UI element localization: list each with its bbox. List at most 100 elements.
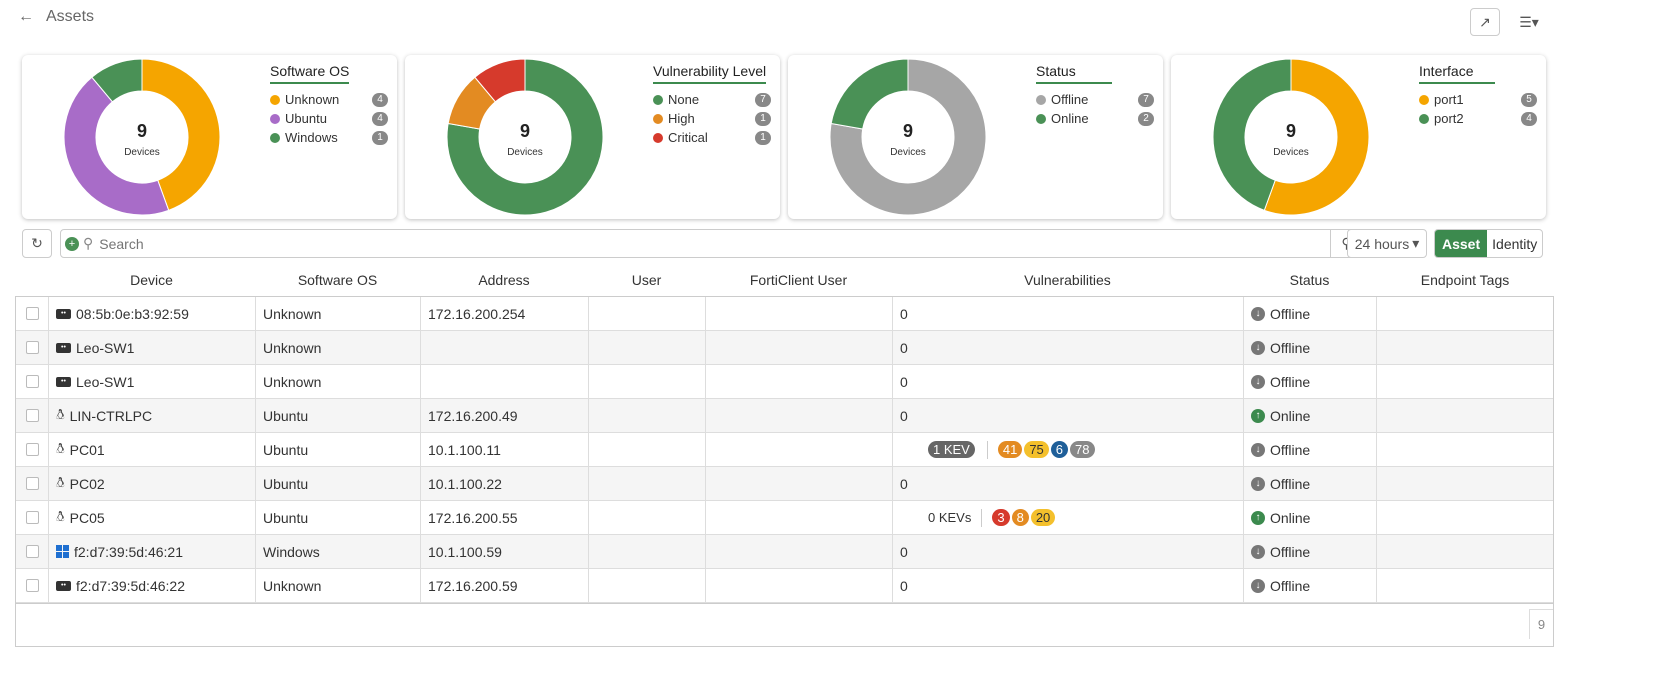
row-checkbox[interactable] bbox=[25, 511, 39, 524]
device-name[interactable]: PC05 bbox=[69, 509, 105, 526]
legend-item[interactable]: Critical 1 bbox=[653, 128, 771, 147]
open-external-button[interactable]: ↗ bbox=[1470, 8, 1500, 36]
column-header[interactable]: FortiClient User bbox=[749, 272, 848, 288]
column-header[interactable]: Status bbox=[1289, 272, 1330, 288]
column-header[interactable]: Endpoint Tags bbox=[1420, 272, 1510, 288]
card-title: Software OS bbox=[270, 63, 350, 84]
linux-icon: 🐧︎ bbox=[56, 508, 65, 524]
search-submit-button[interactable]: ⚲ bbox=[1330, 230, 1362, 257]
column-header[interactable]: Device bbox=[130, 272, 173, 288]
view-identity-tab[interactable]: Identity bbox=[1492, 236, 1538, 252]
legend-dot-icon bbox=[1036, 94, 1046, 105]
vulnerability-count-badge[interactable]: 20 bbox=[1030, 509, 1056, 526]
vulnerability-count-badge[interactable]: 41 bbox=[997, 441, 1023, 458]
donut-slice-port1[interactable] bbox=[1263, 59, 1369, 215]
legend-item[interactable]: port2 4 bbox=[1419, 109, 1537, 128]
legend-count: 7 bbox=[1138, 92, 1154, 107]
kev-badge[interactable]: 1 KEV bbox=[928, 441, 975, 458]
view-asset-tab[interactable]: Asset bbox=[1435, 230, 1488, 257]
total-count: 9 bbox=[136, 121, 147, 141]
legend: Software OS Unknown 4 Ubuntu 4 Windows 1 bbox=[270, 63, 388, 147]
refresh-button[interactable]: ↻ bbox=[22, 229, 52, 258]
donut-slice-none[interactable] bbox=[447, 59, 603, 215]
table-row[interactable]: •• f2:d7:39:5d:46:22 Unknown 172.16.200.5… bbox=[16, 569, 1553, 603]
table-row[interactable]: •• Leo-SW1 Unknown 0 ↓ Offline bbox=[16, 365, 1553, 399]
back-arrow-icon[interactable]: ← bbox=[18, 8, 34, 25]
switch-icon: •• bbox=[56, 342, 71, 353]
device-name[interactable]: 08:5b:0e:b3:92:59 bbox=[76, 305, 189, 322]
legend-item[interactable]: Unknown 4 bbox=[270, 90, 388, 109]
row-checkbox[interactable] bbox=[25, 307, 39, 320]
device-name[interactable]: Leo-SW1 bbox=[76, 373, 135, 390]
legend-item[interactable]: port1 5 bbox=[1419, 90, 1537, 109]
donut-slice-offline[interactable] bbox=[830, 59, 986, 215]
column-header[interactable]: Vulnerabilities bbox=[1024, 272, 1111, 288]
donut-center: 9 Devices bbox=[1251, 121, 1331, 158]
legend-item[interactable]: Offline 7 bbox=[1036, 90, 1154, 109]
legend: Vulnerability Level None 7 High 1 Critical 1 bbox=[653, 63, 771, 147]
device-name[interactable]: f2:d7:39:5d:46:22 bbox=[76, 577, 185, 594]
legend-item[interactable]: Ubuntu 4 bbox=[270, 109, 388, 128]
legend-label: Unknown bbox=[285, 92, 340, 107]
card-title: Vulnerability Level bbox=[653, 63, 767, 84]
table-row[interactable]: 🐧︎ PC05 Ubuntu 172.16.200.55 0 KEVs 3 8 20 ↑… bbox=[16, 501, 1553, 535]
device-name[interactable]: f2:d7:39:5d:46:21 bbox=[74, 543, 183, 560]
device-name[interactable]: Leo-SW1 bbox=[76, 339, 135, 356]
column-header[interactable]: Address bbox=[478, 272, 530, 288]
vulnerability-count-badge[interactable]: 3 bbox=[992, 509, 1010, 526]
legend-item[interactable]: Windows 1 bbox=[270, 128, 388, 147]
offline-status-icon: ↓ bbox=[1251, 476, 1265, 491]
online-status-icon: ↑ bbox=[1251, 510, 1265, 525]
device-name[interactable]: PC01 bbox=[69, 441, 105, 458]
table-row[interactable]: 🐧︎ LIN-CTRLPC Ubuntu 172.16.200.49 0 ↑ Onl… bbox=[16, 399, 1553, 433]
menu-button[interactable]: ☰▾ bbox=[1514, 8, 1544, 36]
table-row[interactable]: •• 08:5b:0e:b3:92:59 Unknown 172.16.200.2… bbox=[16, 297, 1553, 331]
table-row[interactable]: •• Leo-SW1 Unknown 0 ↓ Offline bbox=[16, 331, 1553, 365]
legend-item[interactable]: None 7 bbox=[653, 90, 771, 109]
row-checkbox[interactable] bbox=[25, 341, 39, 354]
vulnerability-count-badge[interactable]: 75 bbox=[1024, 441, 1049, 458]
legend-dot-icon bbox=[1419, 113, 1429, 124]
vulnerability-count: 0 bbox=[900, 373, 908, 390]
donut-slice-unknown[interactable] bbox=[141, 59, 220, 211]
add-filter-icon[interactable]: + bbox=[65, 236, 79, 251]
donut-slice-online[interactable] bbox=[830, 59, 909, 130]
assets-table: Device Software OS Address User FortiClient … bbox=[15, 264, 1554, 604]
row-checkbox[interactable] bbox=[25, 477, 39, 490]
row-checkbox[interactable] bbox=[25, 409, 39, 422]
donut-center: 9 Devices bbox=[102, 121, 182, 158]
row-checkbox[interactable] bbox=[25, 443, 39, 456]
vulnerability-count-badge[interactable]: 78 bbox=[1070, 441, 1095, 458]
legend-item[interactable]: High 1 bbox=[653, 109, 771, 128]
time-range-select[interactable]: 24 hours ▾ bbox=[1347, 229, 1427, 258]
column-header[interactable]: User bbox=[631, 272, 662, 288]
search-input[interactable] bbox=[97, 234, 1326, 253]
device-name[interactable]: PC02 bbox=[69, 475, 105, 492]
row-checkbox[interactable] bbox=[25, 579, 39, 592]
switch-icon: •• bbox=[56, 308, 71, 319]
table-row[interactable]: 🐧︎ PC01 Ubuntu 10.1.100.11 1 KEV 41 75 6 78 ↓… bbox=[16, 433, 1553, 467]
search-bar[interactable]: + ⚲ ⚲ bbox=[60, 229, 1363, 258]
device-name[interactable]: LIN-CTRLPC bbox=[69, 407, 153, 424]
row-checkbox[interactable] bbox=[25, 375, 39, 388]
vulnerability-count-badge[interactable]: 8 bbox=[1011, 509, 1029, 526]
donut-slice-ubuntu[interactable] bbox=[64, 76, 170, 215]
offline-status-icon: ↓ bbox=[1251, 578, 1265, 593]
row-checkbox[interactable] bbox=[25, 545, 39, 558]
status-text: Offline bbox=[1270, 577, 1311, 594]
software-os: Ubuntu bbox=[263, 509, 309, 526]
total-unit: Devices bbox=[124, 147, 160, 158]
status-text: Online bbox=[1270, 509, 1311, 526]
legend-count: 1 bbox=[372, 130, 388, 145]
donut-slice-port2[interactable] bbox=[1213, 59, 1292, 211]
address: 172.16.200.49 bbox=[428, 407, 518, 424]
vulnerability-count-badge[interactable]: 6 bbox=[1050, 441, 1069, 458]
donut-slice-windows[interactable] bbox=[91, 59, 143, 103]
table-row[interactable]: f2:d7:39:5d:46:21 Windows 10.1.100.59 0 … bbox=[16, 535, 1553, 569]
donut-slice-critical[interactable] bbox=[474, 59, 526, 103]
table-row[interactable]: 🐧︎ PC02 Ubuntu 10.1.100.22 0 ↓ Offline bbox=[16, 467, 1553, 501]
software-os: Unknown bbox=[263, 305, 322, 322]
legend-item[interactable]: Online 2 bbox=[1036, 109, 1154, 128]
column-header[interactable]: Software OS bbox=[297, 272, 378, 288]
legend-label: port1 bbox=[1434, 92, 1464, 107]
